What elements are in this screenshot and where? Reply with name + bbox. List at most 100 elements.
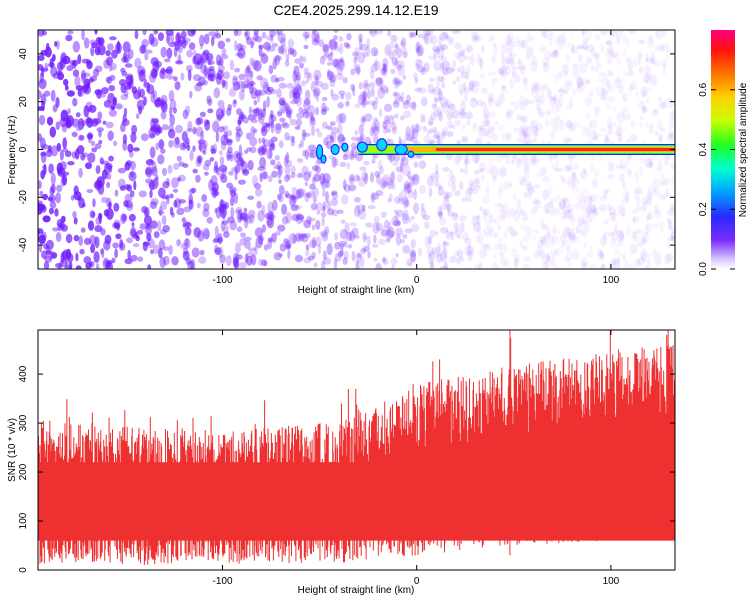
spectral-point bbox=[522, 78, 528, 91]
spectral-point bbox=[510, 58, 515, 70]
spectral-point bbox=[86, 117, 94, 128]
spectral-point bbox=[293, 204, 302, 210]
spectral-point bbox=[316, 80, 324, 88]
spectral-point bbox=[418, 124, 422, 131]
spectral-point bbox=[77, 54, 82, 65]
spectral-point bbox=[436, 47, 441, 59]
spectral-point bbox=[567, 177, 573, 188]
spectral-point bbox=[478, 167, 484, 173]
spectral-point bbox=[610, 212, 615, 220]
spectral-point bbox=[349, 230, 355, 242]
spectral-point bbox=[94, 89, 102, 96]
spectral-point bbox=[523, 133, 531, 138]
spectral-point bbox=[542, 175, 550, 183]
spectral-point bbox=[174, 197, 182, 209]
spectral-point bbox=[625, 224, 632, 236]
spectral-point bbox=[40, 93, 47, 106]
spectral-point bbox=[144, 206, 150, 217]
spectral-point bbox=[74, 148, 80, 160]
spectral-point bbox=[467, 243, 472, 249]
spectral-point bbox=[160, 148, 166, 154]
spectral-point bbox=[292, 95, 299, 101]
spectral-point bbox=[321, 102, 327, 113]
spectral-point bbox=[583, 242, 587, 249]
spectral-point bbox=[225, 130, 233, 137]
spectral-point bbox=[608, 212, 613, 222]
signal-blob bbox=[376, 138, 388, 152]
spectral-point bbox=[432, 126, 438, 134]
spectral-point bbox=[192, 145, 196, 152]
spectral-point bbox=[114, 189, 119, 197]
spectral-point bbox=[460, 138, 469, 143]
spectral-point bbox=[127, 48, 134, 60]
spectral-point bbox=[465, 119, 472, 126]
spectral-point bbox=[489, 91, 495, 102]
spectral-point bbox=[342, 77, 348, 84]
spectral-point bbox=[287, 47, 292, 56]
spectral-point bbox=[655, 45, 659, 51]
spectral-point bbox=[292, 233, 297, 244]
spectral-point bbox=[553, 49, 560, 60]
spectral-point bbox=[97, 44, 106, 56]
spectral-point bbox=[590, 193, 598, 203]
spectral-point bbox=[127, 143, 134, 153]
spectral-point bbox=[102, 120, 107, 125]
spectral-point bbox=[624, 113, 631, 121]
spectral-point bbox=[90, 244, 96, 254]
spectral-point bbox=[294, 125, 301, 130]
spectral-point bbox=[373, 119, 380, 132]
spectral-point bbox=[288, 114, 292, 120]
spectral-point bbox=[529, 234, 538, 241]
spectral-point bbox=[438, 55, 444, 61]
spectral-point bbox=[422, 125, 427, 132]
spectral-point bbox=[263, 244, 269, 251]
spectral-point bbox=[409, 177, 415, 187]
spectral-point bbox=[364, 172, 369, 185]
spectral-point bbox=[568, 234, 577, 240]
spectral-point bbox=[158, 139, 165, 150]
spectral-point bbox=[663, 161, 670, 167]
spectral-point bbox=[141, 206, 148, 214]
spectral-point bbox=[635, 236, 645, 248]
spectral-point bbox=[267, 175, 273, 183]
spectral-point bbox=[479, 248, 488, 259]
spectral-point bbox=[315, 202, 324, 212]
spectral-point bbox=[494, 202, 502, 207]
spectral-point bbox=[613, 30, 620, 35]
spectral-point bbox=[572, 88, 576, 96]
spectral-point bbox=[382, 126, 387, 135]
spectral-point bbox=[192, 56, 197, 65]
spectral-point bbox=[46, 116, 54, 126]
spectral-point bbox=[88, 104, 97, 113]
spectral-point bbox=[433, 60, 442, 72]
spectral-point bbox=[195, 174, 201, 183]
spectral-point bbox=[589, 209, 597, 214]
spectral-point bbox=[296, 72, 302, 78]
spectral-point bbox=[430, 172, 435, 182]
spectral-point bbox=[263, 41, 272, 51]
spectral-point bbox=[310, 80, 317, 93]
spectral-point bbox=[444, 248, 448, 261]
spectral-point bbox=[391, 170, 396, 183]
spectral-point bbox=[268, 113, 274, 126]
spectral-point bbox=[591, 207, 599, 218]
spectral-point bbox=[554, 264, 559, 269]
spectral-point bbox=[64, 84, 69, 91]
spectral-point bbox=[635, 205, 643, 212]
spectral-point bbox=[322, 54, 329, 60]
spectral-point bbox=[545, 207, 551, 215]
spectral-point bbox=[337, 134, 345, 145]
spectral-point bbox=[606, 117, 613, 129]
spectral-point bbox=[65, 233, 73, 244]
spectral-point bbox=[570, 31, 575, 39]
spectral-point bbox=[454, 213, 458, 218]
spectral-point bbox=[566, 203, 574, 213]
spectral-point bbox=[210, 148, 217, 155]
spectral-point bbox=[441, 55, 447, 62]
spectral-point bbox=[571, 171, 576, 180]
spectral-point bbox=[312, 196, 318, 204]
spectral-point bbox=[439, 32, 448, 41]
spectral-point bbox=[665, 43, 670, 53]
spectral-point bbox=[556, 43, 565, 51]
spectral-point bbox=[668, 121, 673, 130]
